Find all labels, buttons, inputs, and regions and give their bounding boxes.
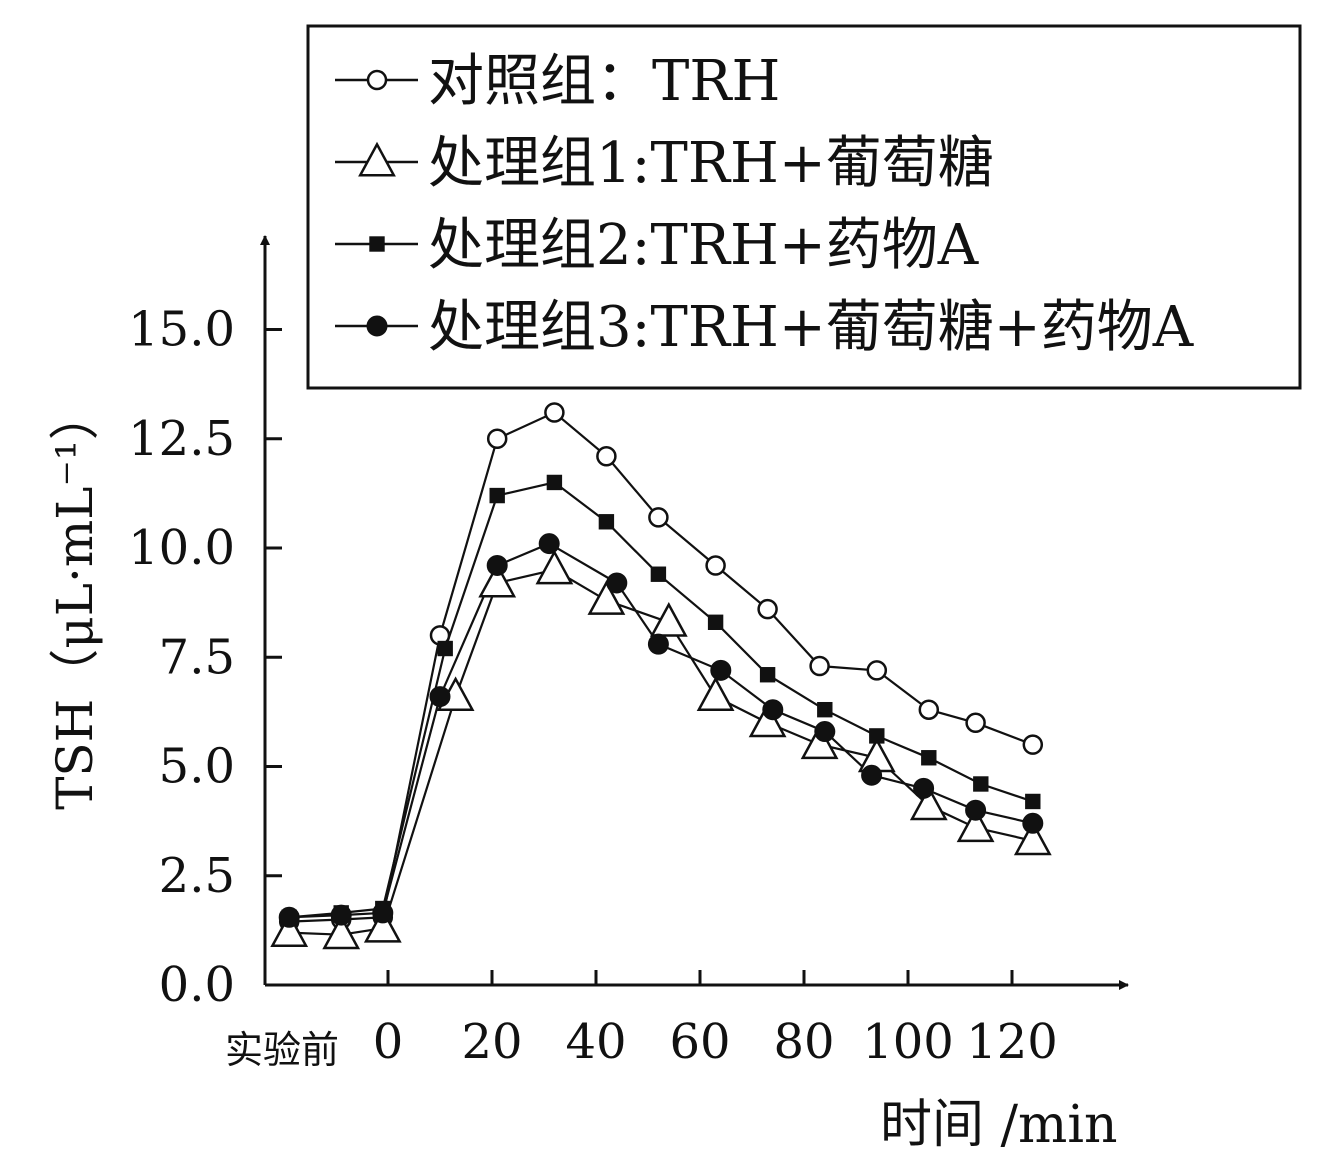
series-line: [289, 542, 1034, 919]
point-open-circle: [965, 712, 986, 734]
point-open-triangle: [748, 702, 787, 738]
legend-label: 处理组2:TRH+药物A: [428, 213, 979, 278]
x-tick-label: 实验前: [225, 1028, 339, 1072]
y-axis-label: TSH（μL·mL⁻¹）: [46, 390, 104, 810]
legend-box: [306, 24, 1302, 390]
y-tick-label: 2.5: [159, 848, 235, 904]
point-filled-square: [817, 701, 833, 718]
point-open-triangle: [696, 676, 735, 712]
point-open-triangle: [587, 580, 626, 615]
point-open-triangle: [322, 914, 361, 950]
point-open-circle: [648, 507, 669, 528]
point-open-circle: [366, 69, 388, 91]
point-open-circle: [918, 699, 940, 720]
series-1-points: [278, 402, 1044, 932]
x-tick-label: 40: [565, 1014, 626, 1070]
point-filled-circle: [814, 721, 836, 743]
point-filled-square: [546, 474, 563, 491]
point-filled-square: [707, 614, 724, 630]
point-filled-circle: [278, 906, 300, 928]
point-open-triangle: [800, 724, 839, 760]
legend-item: 处理组3:TRH+葡萄糖+药物A: [335, 295, 1194, 360]
point-filled-square: [921, 750, 937, 766]
y-tick-label: 5.0: [159, 739, 235, 795]
series-2-points: [270, 549, 1052, 950]
point-filled-square: [437, 640, 453, 657]
point-filled-circle: [965, 799, 987, 821]
point-filled-circle: [486, 554, 508, 576]
point-filled-circle: [913, 777, 935, 799]
point-filled-circle: [429, 686, 451, 708]
point-open-triangle: [649, 602, 688, 637]
point-filled-circle: [762, 699, 784, 721]
legend-label: 对照组：TRH: [428, 49, 780, 114]
x-tick-label: 0: [373, 1014, 404, 1070]
point-open-triangle: [1013, 820, 1052, 856]
point-open-circle: [596, 445, 617, 467]
y-tick-label: 12.5: [128, 411, 235, 467]
x-tick-label: 20: [461, 1014, 522, 1070]
x-tick-label: 60: [669, 1014, 730, 1070]
point-open-circle: [809, 655, 830, 677]
point-open-circle: [705, 555, 726, 576]
y-tick-label: 7.5: [159, 629, 235, 685]
point-open-triangle: [358, 141, 396, 177]
point-filled-circle: [538, 533, 560, 555]
x-tick-label: 100: [862, 1014, 954, 1070]
point-open-circle: [1022, 734, 1044, 755]
x-tick-label: 80: [773, 1014, 834, 1070]
point-filled-square: [869, 728, 885, 744]
point-open-triangle: [478, 562, 517, 598]
y-tick-label: 0.0: [159, 957, 235, 1013]
y-tick-label: 10.0: [128, 520, 235, 576]
point-filled-circle: [330, 904, 352, 926]
point-filled-circle: [366, 315, 388, 337]
point-filled-square: [973, 776, 989, 792]
point-open-circle: [544, 402, 565, 423]
y-ticks: 0.0 2.5 5.0 7.5 10.0 12.5 15.0: [128, 302, 282, 1013]
x-ticks: 实验前 0 20 40 60 80 100 120: [225, 970, 1058, 1072]
series-4-points: [278, 533, 1044, 928]
point-filled-square: [1025, 793, 1041, 810]
point-open-triangle: [363, 907, 402, 943]
point-open-triangle: [956, 807, 995, 843]
point-filled-square: [650, 566, 667, 582]
x-axis-label: 时间 /min: [880, 1095, 1117, 1155]
y-tick-label: 15.0: [128, 302, 235, 358]
point-filled-circle: [606, 572, 628, 594]
x-tick-label: 120: [966, 1014, 1058, 1070]
point-filled-square: [369, 236, 385, 252]
point-filled-circle: [861, 764, 883, 786]
point-filled-circle: [372, 902, 394, 924]
point-open-triangle: [270, 912, 309, 948]
series-4: [289, 542, 1034, 919]
point-open-circle: [866, 660, 888, 681]
point-filled-square: [489, 487, 505, 504]
point-filled-circle: [647, 633, 669, 655]
point-filled-circle: [710, 659, 732, 681]
series-3: [289, 481, 1034, 919]
point-open-circle: [757, 598, 778, 620]
point-filled-circle: [1022, 812, 1044, 834]
legend-label: 处理组1:TRH+葡萄糖: [428, 131, 994, 196]
legend-item: 对照组：TRH: [335, 49, 780, 114]
legend-item: 处理组2:TRH+药物A: [335, 213, 979, 278]
legend-item: 处理组1:TRH+葡萄糖: [335, 131, 994, 196]
series-layer: [270, 402, 1052, 950]
point-open-triangle: [535, 549, 574, 585]
point-open-triangle: [909, 785, 948, 821]
point-filled-square: [759, 667, 776, 683]
series-line: [289, 481, 1034, 919]
point-filled-square: [598, 514, 615, 530]
point-open-circle: [486, 428, 508, 449]
legend-label: 处理组3:TRH+葡萄糖+药物A: [428, 295, 1194, 360]
